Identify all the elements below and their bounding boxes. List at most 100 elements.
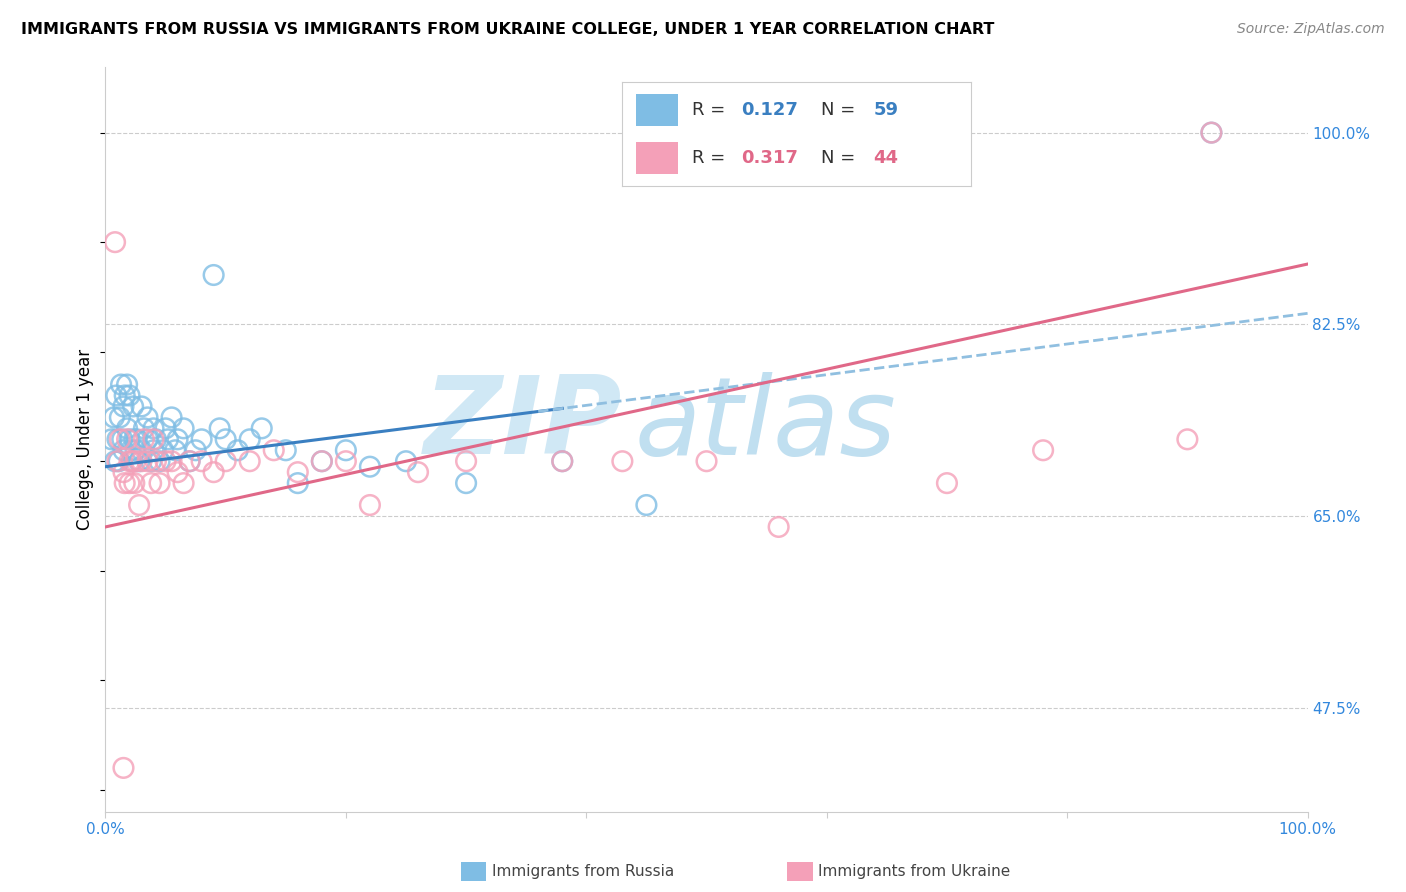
Point (131, 454, 153, 468)
Point (274, 443, 297, 458)
Point (112, 400, 135, 414)
Point (148, 476, 170, 491)
Point (179, 454, 201, 468)
Point (551, 454, 574, 468)
Point (173, 476, 195, 491)
Point (263, 443, 285, 458)
Point (612, 454, 634, 468)
Point (112, 761, 135, 775)
Point (551, 454, 574, 468)
Point (454, 476, 477, 491)
Text: Immigrants from Russia: Immigrants from Russia (492, 864, 675, 879)
Point (155, 454, 177, 468)
Text: R =: R = (692, 149, 731, 167)
Point (132, 421, 155, 435)
Point (148, 454, 170, 468)
Point (139, 454, 162, 468)
Point (179, 454, 201, 468)
Point (108, 433, 131, 447)
Bar (637, 143, 678, 174)
Point (152, 443, 174, 458)
Point (128, 498, 150, 512)
Point (636, 498, 658, 512)
Point (111, 433, 134, 447)
Point (115, 433, 138, 447)
Point (359, 498, 381, 512)
Point (1201, 126, 1223, 140)
Point (115, 421, 138, 435)
Point (311, 454, 333, 468)
Text: atlas: atlas (634, 372, 896, 477)
Point (128, 454, 150, 468)
Text: 44: 44 (873, 149, 898, 167)
Point (1201, 126, 1223, 140)
Point (132, 433, 155, 447)
Point (214, 433, 236, 447)
Point (136, 433, 159, 447)
Point (395, 454, 418, 468)
Point (142, 443, 165, 458)
Point (105, 388, 128, 402)
Point (112, 443, 135, 458)
Text: R =: R = (692, 101, 731, 119)
Point (239, 433, 262, 447)
Text: ZIP: ZIP (425, 371, 623, 477)
Point (166, 465, 188, 479)
Point (145, 433, 167, 447)
Point (142, 433, 165, 447)
Point (139, 476, 162, 491)
Point (239, 454, 262, 468)
Point (155, 421, 177, 435)
Point (124, 443, 146, 458)
Point (122, 400, 145, 414)
Point (696, 454, 718, 468)
Point (114, 476, 136, 491)
Point (208, 421, 231, 435)
Text: Immigrants from Ukraine: Immigrants from Ukraine (818, 864, 1011, 879)
Point (104, 454, 127, 468)
Point (136, 410, 159, 425)
Point (125, 433, 148, 447)
Text: IMMIGRANTS FROM RUSSIA VS IMMIGRANTS FROM UKRAINE COLLEGE, UNDER 1 YEAR CORRELAT: IMMIGRANTS FROM RUSSIA VS IMMIGRANTS FRO… (21, 22, 994, 37)
Bar (637, 95, 678, 126)
Point (114, 388, 136, 402)
Point (454, 454, 477, 468)
Point (100, 433, 122, 447)
Point (335, 443, 357, 458)
Point (202, 268, 225, 282)
Point (131, 443, 153, 458)
Point (120, 443, 142, 458)
Point (250, 421, 273, 435)
Text: 59: 59 (873, 101, 898, 119)
Point (768, 520, 790, 534)
Point (160, 454, 183, 468)
Point (107, 454, 129, 468)
Point (226, 443, 249, 458)
Point (108, 410, 131, 425)
Point (136, 454, 159, 468)
Point (184, 443, 207, 458)
Point (103, 410, 125, 425)
Point (118, 476, 141, 491)
Text: N =: N = (821, 101, 860, 119)
Text: 0.317: 0.317 (741, 149, 797, 167)
Y-axis label: College, Under 1 year: College, Under 1 year (76, 349, 94, 530)
Point (124, 454, 146, 468)
Point (1032, 443, 1054, 458)
Point (142, 421, 165, 435)
Point (107, 454, 129, 468)
Point (124, 476, 146, 491)
Point (104, 235, 127, 249)
Point (156, 433, 179, 447)
Point (287, 476, 309, 491)
Point (118, 388, 141, 402)
Point (112, 465, 135, 479)
Point (1175, 433, 1198, 447)
Point (165, 443, 187, 458)
Point (214, 454, 236, 468)
Point (160, 410, 183, 425)
Point (406, 465, 429, 479)
Point (124, 433, 146, 447)
Point (287, 465, 309, 479)
Text: 0.127: 0.127 (741, 101, 797, 119)
